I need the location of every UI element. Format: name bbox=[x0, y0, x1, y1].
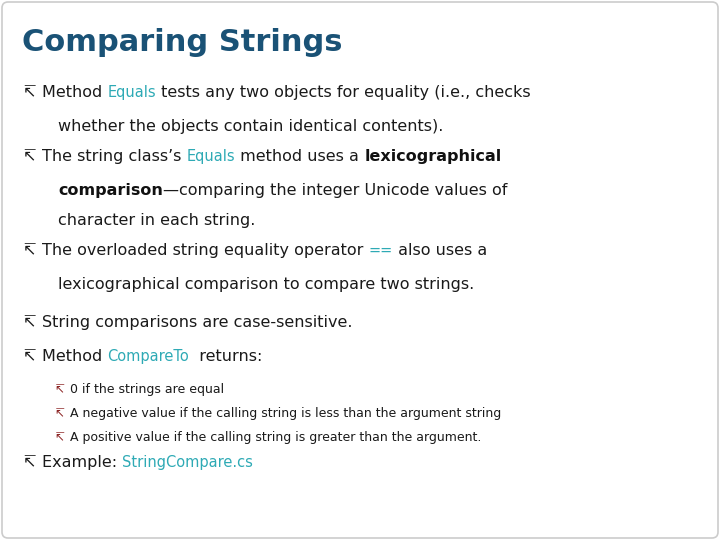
Text: ↸: ↸ bbox=[22, 243, 35, 258]
Text: ↸: ↸ bbox=[55, 431, 65, 444]
Text: Method: Method bbox=[42, 85, 107, 100]
Text: 0 if the strings are equal: 0 if the strings are equal bbox=[70, 383, 224, 396]
Text: ↸: ↸ bbox=[55, 383, 65, 396]
Text: Equals: Equals bbox=[107, 85, 156, 100]
Text: ==: == bbox=[369, 243, 392, 258]
Text: also uses a: also uses a bbox=[392, 243, 487, 258]
Text: The overloaded string equality operator: The overloaded string equality operator bbox=[42, 243, 369, 258]
Text: —comparing the integer Unicode values of: —comparing the integer Unicode values of bbox=[163, 183, 508, 198]
Text: Method: Method bbox=[42, 349, 107, 364]
Text: lexicographical: lexicographical bbox=[364, 149, 501, 164]
Text: ↸: ↸ bbox=[22, 149, 35, 164]
Text: StringCompare.cs: StringCompare.cs bbox=[122, 455, 253, 470]
Text: A negative value if the calling string is less than the argument string: A negative value if the calling string i… bbox=[70, 407, 501, 420]
Text: ↸: ↸ bbox=[22, 315, 35, 330]
Text: The string class’s: The string class’s bbox=[42, 149, 186, 164]
Text: tests any two objects for equality (i.e., checks: tests any two objects for equality (i.e.… bbox=[156, 85, 531, 100]
Text: ↸: ↸ bbox=[22, 455, 35, 470]
Text: CompareTo: CompareTo bbox=[107, 349, 189, 364]
Text: ↸: ↸ bbox=[22, 85, 35, 100]
Text: Equals: Equals bbox=[186, 149, 235, 164]
Text: Comparing Strings: Comparing Strings bbox=[22, 28, 343, 57]
Text: returns:: returns: bbox=[189, 349, 263, 364]
Text: lexicographical comparison to compare two strings.: lexicographical comparison to compare tw… bbox=[58, 277, 474, 292]
Text: character in each string.: character in each string. bbox=[58, 213, 256, 228]
Text: A positive value if the calling string is greater than the argument.: A positive value if the calling string i… bbox=[70, 431, 482, 444]
Text: method uses a: method uses a bbox=[235, 149, 364, 164]
Text: whether the objects contain identical contents).: whether the objects contain identical co… bbox=[58, 119, 444, 134]
Text: Example:: Example: bbox=[42, 455, 122, 470]
Text: ↸: ↸ bbox=[55, 407, 65, 420]
Text: comparison: comparison bbox=[58, 183, 163, 198]
Text: ↸: ↸ bbox=[22, 349, 35, 364]
Text: String comparisons are case-sensitive.: String comparisons are case-sensitive. bbox=[42, 315, 353, 330]
